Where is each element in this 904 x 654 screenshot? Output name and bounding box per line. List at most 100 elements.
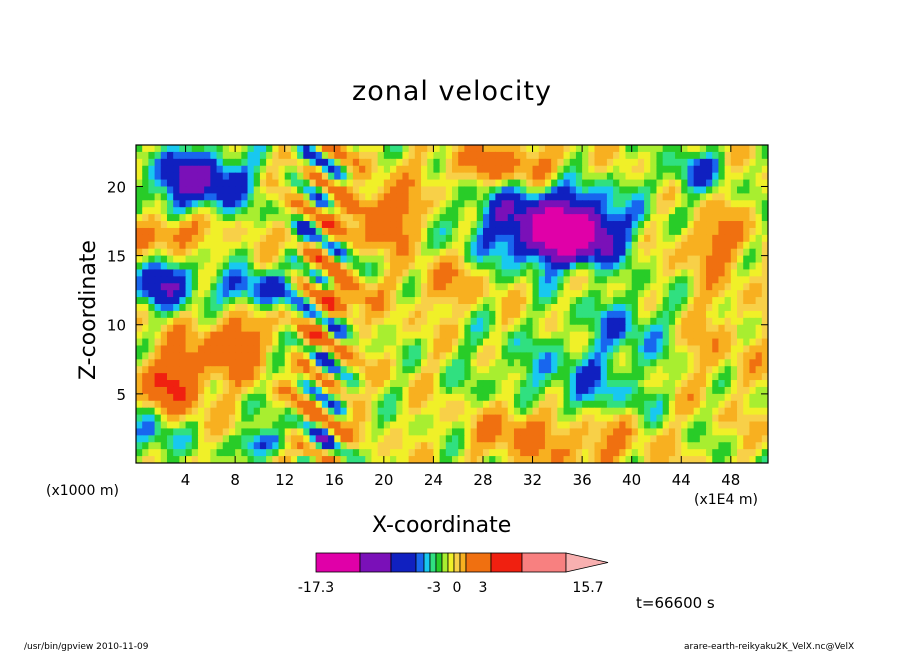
field-cell <box>737 248 744 257</box>
field-cell <box>482 317 490 326</box>
field-cell <box>452 456 459 463</box>
field-cell <box>507 241 515 250</box>
field-cell <box>619 186 627 194</box>
field-cell <box>650 283 658 291</box>
field-cell <box>204 428 211 436</box>
field-cell <box>377 269 385 277</box>
field-cell <box>222 151 230 160</box>
field-cell <box>470 435 478 443</box>
field-cell <box>619 248 627 257</box>
field-cell <box>755 172 763 181</box>
field-cell <box>396 449 404 457</box>
field-cell <box>501 151 509 160</box>
field-cell <box>328 283 335 291</box>
field-cell <box>452 193 459 201</box>
field-cell <box>681 435 689 443</box>
field-cell <box>185 331 193 340</box>
field-cell <box>613 269 620 277</box>
field-cell <box>377 186 385 194</box>
field-cell <box>693 255 701 264</box>
field-cell <box>154 227 162 236</box>
field-cell <box>631 393 639 402</box>
field-cell <box>259 421 267 430</box>
field-cell <box>191 359 199 367</box>
field-cell <box>365 400 373 409</box>
field-cell <box>749 151 757 160</box>
field-cell <box>681 269 689 277</box>
field-cell <box>637 380 645 388</box>
field-cell <box>222 407 230 416</box>
field-cell <box>749 262 757 271</box>
field-cell <box>334 255 342 264</box>
field-cell <box>321 428 329 436</box>
field-cell <box>334 145 342 153</box>
field-cell <box>204 359 211 367</box>
field-cell <box>625 317 633 326</box>
field-cell <box>737 359 744 367</box>
field-cell <box>241 145 249 153</box>
field-cell <box>656 345 664 353</box>
field-cell <box>259 234 267 243</box>
field-cell <box>569 414 577 423</box>
field-cell <box>371 442 379 450</box>
field-cell <box>414 428 422 436</box>
field-cell <box>706 200 713 208</box>
field-cell <box>390 345 397 353</box>
field-cell <box>575 352 583 360</box>
field-cell <box>241 421 249 430</box>
field-cell <box>476 179 484 188</box>
field-cell <box>148 151 156 160</box>
field-cell <box>668 200 676 208</box>
field-cell <box>575 304 583 312</box>
field-cell <box>235 435 242 443</box>
field-cell <box>421 241 428 250</box>
field-cell <box>359 393 366 402</box>
field-cell <box>266 207 273 215</box>
field-cell <box>675 435 682 443</box>
field-cell <box>687 317 695 326</box>
field-cell <box>235 214 242 222</box>
field-cell <box>228 165 236 174</box>
field-cell <box>191 373 199 381</box>
field-cell <box>179 442 187 450</box>
field-cell <box>272 283 280 291</box>
field-cell <box>737 366 744 374</box>
field-cell <box>241 165 249 174</box>
field-cell <box>284 380 292 388</box>
field-cell <box>328 393 335 402</box>
field-cell <box>160 393 168 402</box>
field-cell <box>352 165 360 174</box>
field-cell <box>272 158 280 167</box>
field-cell <box>520 193 527 201</box>
field-cell <box>699 262 707 271</box>
field-cell <box>507 297 515 305</box>
field-cell <box>681 283 689 291</box>
field-cell <box>613 338 620 347</box>
field-cell <box>625 352 633 360</box>
field-cell <box>712 165 720 174</box>
field-cell <box>136 262 143 271</box>
field-cell <box>520 234 527 243</box>
field-cell <box>662 186 670 194</box>
field-cell <box>371 283 379 291</box>
field-cell <box>303 352 311 360</box>
field-cell <box>371 255 379 264</box>
field-cell <box>606 158 614 167</box>
field-cell <box>551 276 558 284</box>
field-cell <box>749 283 757 291</box>
field-cell <box>687 352 695 360</box>
field-cell <box>173 380 180 388</box>
field-cell <box>606 449 614 457</box>
field-cell <box>520 380 527 388</box>
field-cell <box>228 248 236 257</box>
field-cell <box>359 386 366 395</box>
field-cell <box>513 345 521 353</box>
field-cell <box>284 165 292 174</box>
field-cell <box>712 428 720 436</box>
field-cell <box>464 345 472 353</box>
field-cell <box>439 449 447 457</box>
field-cell <box>421 165 428 174</box>
field-cell <box>668 317 676 326</box>
field-cell <box>544 269 552 277</box>
field-cell <box>173 373 180 381</box>
